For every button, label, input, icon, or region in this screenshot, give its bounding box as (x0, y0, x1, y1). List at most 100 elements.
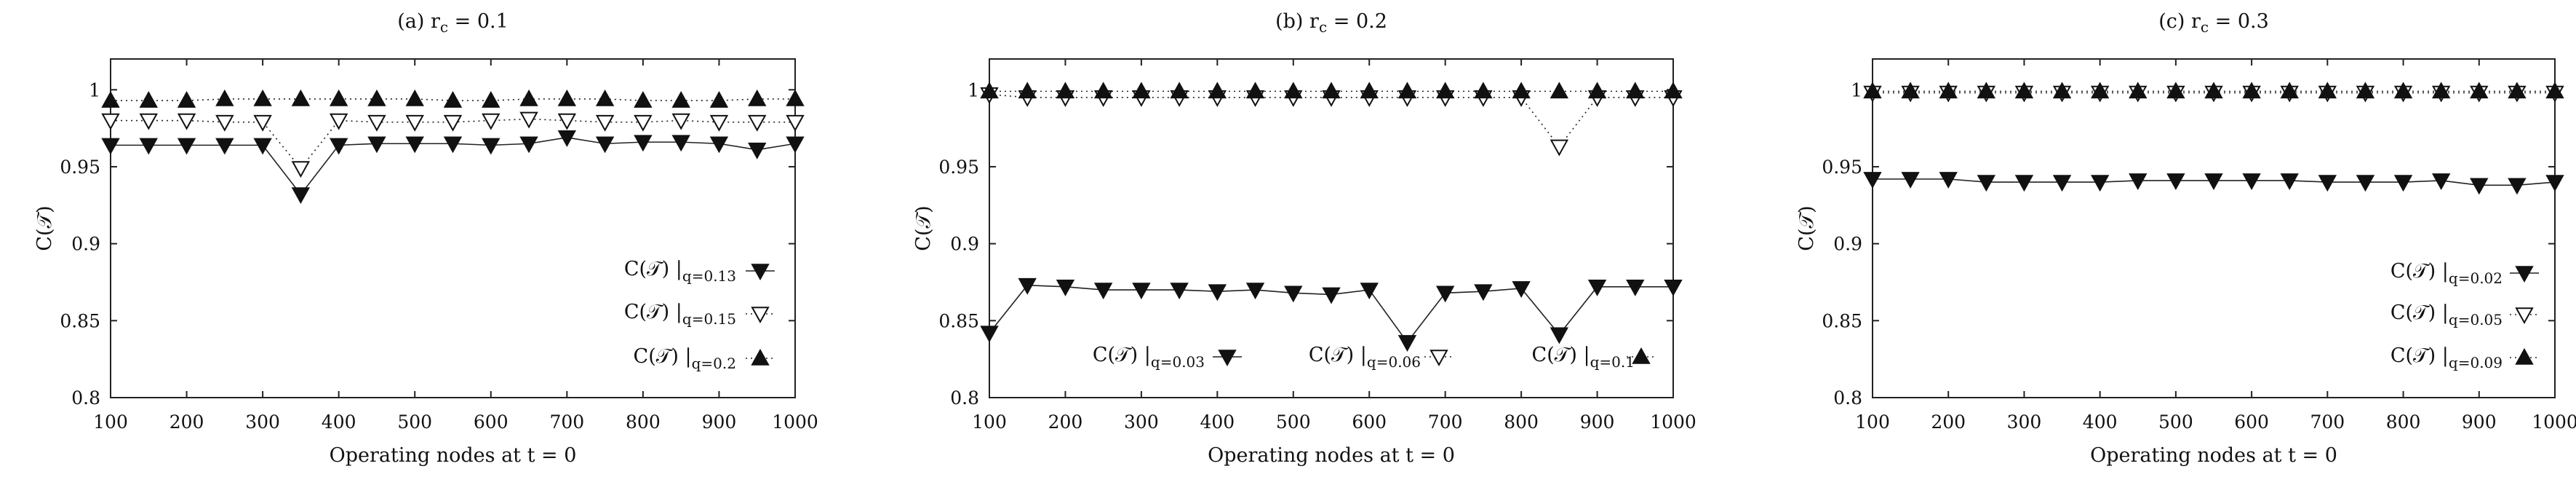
x-tick-label: 800 (2386, 411, 2421, 433)
data-point (2545, 175, 2564, 192)
data-point (1093, 82, 1113, 99)
legend-label: C(𝒯) |q=0.09 (2390, 344, 2503, 371)
data-point (1132, 283, 1151, 300)
data-point (1626, 82, 1645, 99)
data-point (1397, 82, 1417, 99)
data-point (595, 136, 615, 154)
series-2 (101, 111, 805, 178)
data-point (1550, 139, 1569, 157)
series-1 (101, 130, 805, 205)
data-point (139, 113, 158, 130)
legend-label: C(𝒯) |q=0.02 (2390, 260, 2503, 287)
data-point (139, 91, 158, 108)
legend-label: C(𝒯) |q=0.2 (634, 345, 736, 372)
data-point (519, 136, 538, 154)
data-point (443, 114, 463, 132)
x-tick-label: 800 (626, 411, 661, 433)
data-point (215, 114, 234, 132)
y-tick-label: 0.85 (60, 310, 100, 331)
series-3 (1863, 82, 2564, 99)
legend-marker (1429, 350, 1448, 367)
data-point (1474, 284, 1493, 301)
x-tick-label: 1000 (1650, 411, 1696, 433)
data-point (1322, 82, 1341, 99)
y-tick-label: 0.85 (938, 310, 979, 331)
legend-label: C(𝒯) |q=0.13 (624, 258, 736, 285)
y-axis-label: C(𝒯) (33, 205, 56, 251)
data-point (215, 138, 234, 155)
data-point (1587, 280, 1607, 296)
data-point (1977, 175, 1996, 192)
x-tick-label: 1000 (2532, 411, 2576, 433)
plot-frame (989, 58, 1674, 398)
data-point (291, 187, 311, 205)
data-point (1397, 335, 1417, 352)
x-tick-label: 400 (322, 411, 356, 433)
data-point (2129, 82, 2148, 99)
y-tick-label: 0.9 (1833, 234, 1862, 255)
data-point (786, 89, 805, 106)
data-point (1018, 277, 1037, 295)
x-axis-label: Operating nodes at t = 0 (330, 444, 577, 467)
data-point (177, 91, 196, 108)
data-point (101, 138, 120, 155)
data-point (557, 130, 577, 147)
legend-label: C(𝒯) |q=0.15 (624, 301, 736, 328)
data-point (595, 114, 615, 132)
legend-marker (751, 348, 770, 366)
data-point (329, 113, 348, 130)
y-tick-label: 1 (968, 79, 979, 100)
data-point (443, 91, 463, 108)
data-point (367, 136, 386, 154)
x-tick-label: 600 (2234, 411, 2269, 433)
data-point (557, 89, 577, 106)
data-point (786, 136, 805, 154)
data-point (1056, 82, 1075, 99)
data-point (1435, 285, 1455, 303)
x-tick-label: 400 (1200, 411, 1235, 433)
x-tick-label: 300 (245, 411, 280, 433)
panel-c: 100 200 300 400 500 600 700 800 900 1000 0.8 0.85 0.… (1795, 10, 2576, 467)
series-1 (980, 277, 1683, 352)
data-point (139, 138, 158, 155)
data-point (1245, 82, 1265, 99)
data-point (519, 111, 538, 129)
data-point (980, 326, 999, 343)
x-tick-label: 1000 (772, 411, 818, 433)
legend-marker (2515, 266, 2534, 283)
x-tick-label: 100 (93, 411, 128, 433)
data-point (2204, 82, 2223, 99)
data-point (1901, 172, 1920, 189)
data-point (2393, 175, 2413, 192)
data-point (367, 114, 386, 132)
data-point (253, 114, 272, 132)
data-point (1863, 172, 1882, 189)
legend-marker (1218, 350, 1237, 367)
data-point (634, 135, 653, 152)
x-axis-label: Operating nodes at t = 0 (1208, 444, 1455, 467)
data-point (2090, 175, 2110, 192)
data-point (2052, 175, 2072, 192)
data-point (1939, 172, 1958, 189)
legend-marker (751, 264, 770, 281)
legend: C(𝒯) |q=0.13 C(𝒯) |q=0.15 C(𝒯) |q=0.2 (624, 258, 775, 372)
data-point (2052, 82, 2072, 99)
legend-marker (2515, 307, 2534, 325)
chart-title: (a) rc = 0.1 (397, 10, 509, 36)
plot-frame (110, 58, 796, 398)
legend-label: C(𝒯) |q=0.05 (2390, 301, 2503, 328)
data-point (1245, 283, 1265, 300)
data-point (748, 142, 767, 159)
data-point (519, 89, 538, 106)
data-point (2280, 173, 2299, 191)
y-tick-label: 1 (1851, 79, 1862, 100)
data-point (1550, 327, 1569, 344)
data-point (1626, 280, 1645, 296)
data-point (482, 138, 501, 155)
y-tick-label: 1 (89, 79, 100, 100)
legend-marker (1632, 347, 1651, 364)
data-point (671, 135, 690, 152)
x-tick-label: 300 (2007, 411, 2042, 433)
data-point (1056, 280, 1075, 296)
data-point (671, 113, 690, 130)
